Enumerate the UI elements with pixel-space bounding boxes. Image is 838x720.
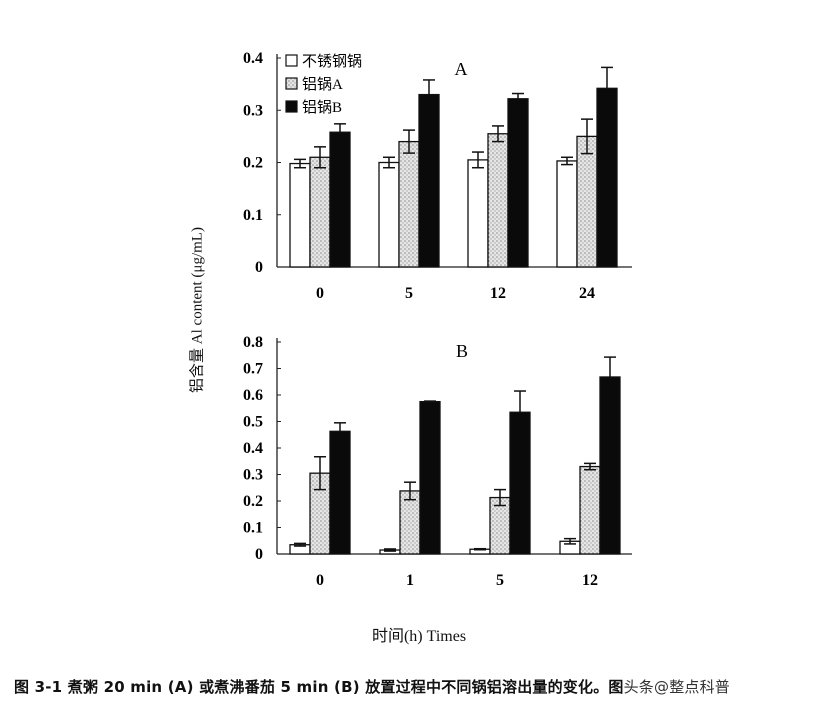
x-tick-label: 5 — [405, 285, 413, 302]
bar — [487, 133, 509, 268]
figure-caption: 图 3-1 煮粥 20 min (A) 或煮沸番茄 5 min (B) 放置过程… — [14, 676, 730, 697]
y-tick-label: 0.2 — [243, 155, 263, 172]
y-tick-label: 0.1 — [243, 207, 263, 224]
chart-title: B — [456, 341, 468, 361]
bar — [418, 93, 440, 268]
legend-swatch — [285, 100, 298, 113]
bar — [599, 376, 621, 555]
y-tick-label: 0.6 — [243, 387, 263, 404]
bar — [329, 430, 351, 555]
x-tick-label: 1 — [406, 572, 414, 589]
legend-label: 铝锅B — [302, 99, 342, 116]
y-tick-label: 0 — [255, 259, 263, 276]
bar — [419, 400, 441, 555]
bar — [579, 465, 601, 555]
x-tick-label: 0 — [316, 572, 324, 589]
y-tick-label: 0.4 — [243, 50, 263, 67]
x-tick-label: 12 — [582, 572, 598, 589]
legend-label: 不锈钢锅 — [302, 53, 362, 70]
x-axis-title: 时间(h) Times — [371, 628, 467, 645]
bar — [507, 98, 529, 268]
bar — [467, 159, 489, 268]
watermark: 头条@整点科普 — [623, 678, 731, 696]
x-tick-label: 12 — [490, 285, 506, 302]
x-tick-label: 0 — [316, 285, 324, 302]
y-tick-label: 0.5 — [243, 414, 263, 431]
chart-title: A — [455, 59, 468, 79]
bar — [509, 411, 531, 555]
bar — [289, 162, 311, 268]
legend-swatch — [285, 54, 298, 67]
legend-label: 铝锅A — [302, 76, 343, 93]
bar — [596, 87, 618, 268]
bar — [576, 135, 598, 268]
x-tick-label: 5 — [496, 572, 504, 589]
legend-swatch — [285, 77, 298, 90]
x-tick-label: 24 — [579, 285, 595, 302]
y-tick-label: 0.3 — [243, 467, 263, 484]
y-axis-title-wrap: 铝含量 Al content (μg/mL) — [190, 227, 216, 393]
bar — [378, 161, 400, 268]
y-tick-label: 0.2 — [243, 493, 263, 510]
y-tick-label: 0 — [255, 546, 263, 563]
bar — [398, 140, 420, 268]
y-tick-label: 0.4 — [243, 440, 263, 457]
caption-text: 图 3-1 煮粥 20 min (A) 或煮沸番茄 5 min (B) 放置过程… — [14, 678, 624, 696]
plot-b: 0 0.1 0.2 0.3 0.4 0.5 0.6 0.7 0.8 0 1 5 12 B — [243, 334, 632, 589]
y-tick-label: 0.1 — [243, 520, 263, 537]
bar — [309, 156, 331, 268]
y-tick-label: 0.7 — [243, 361, 263, 378]
bar — [556, 160, 578, 268]
y-axis-title: 铝含量 Al content (μg/mL) — [189, 227, 206, 393]
y-tick-label: 0.8 — [243, 334, 263, 351]
y-tick-label: 0.3 — [243, 102, 263, 119]
bar — [329, 131, 351, 268]
